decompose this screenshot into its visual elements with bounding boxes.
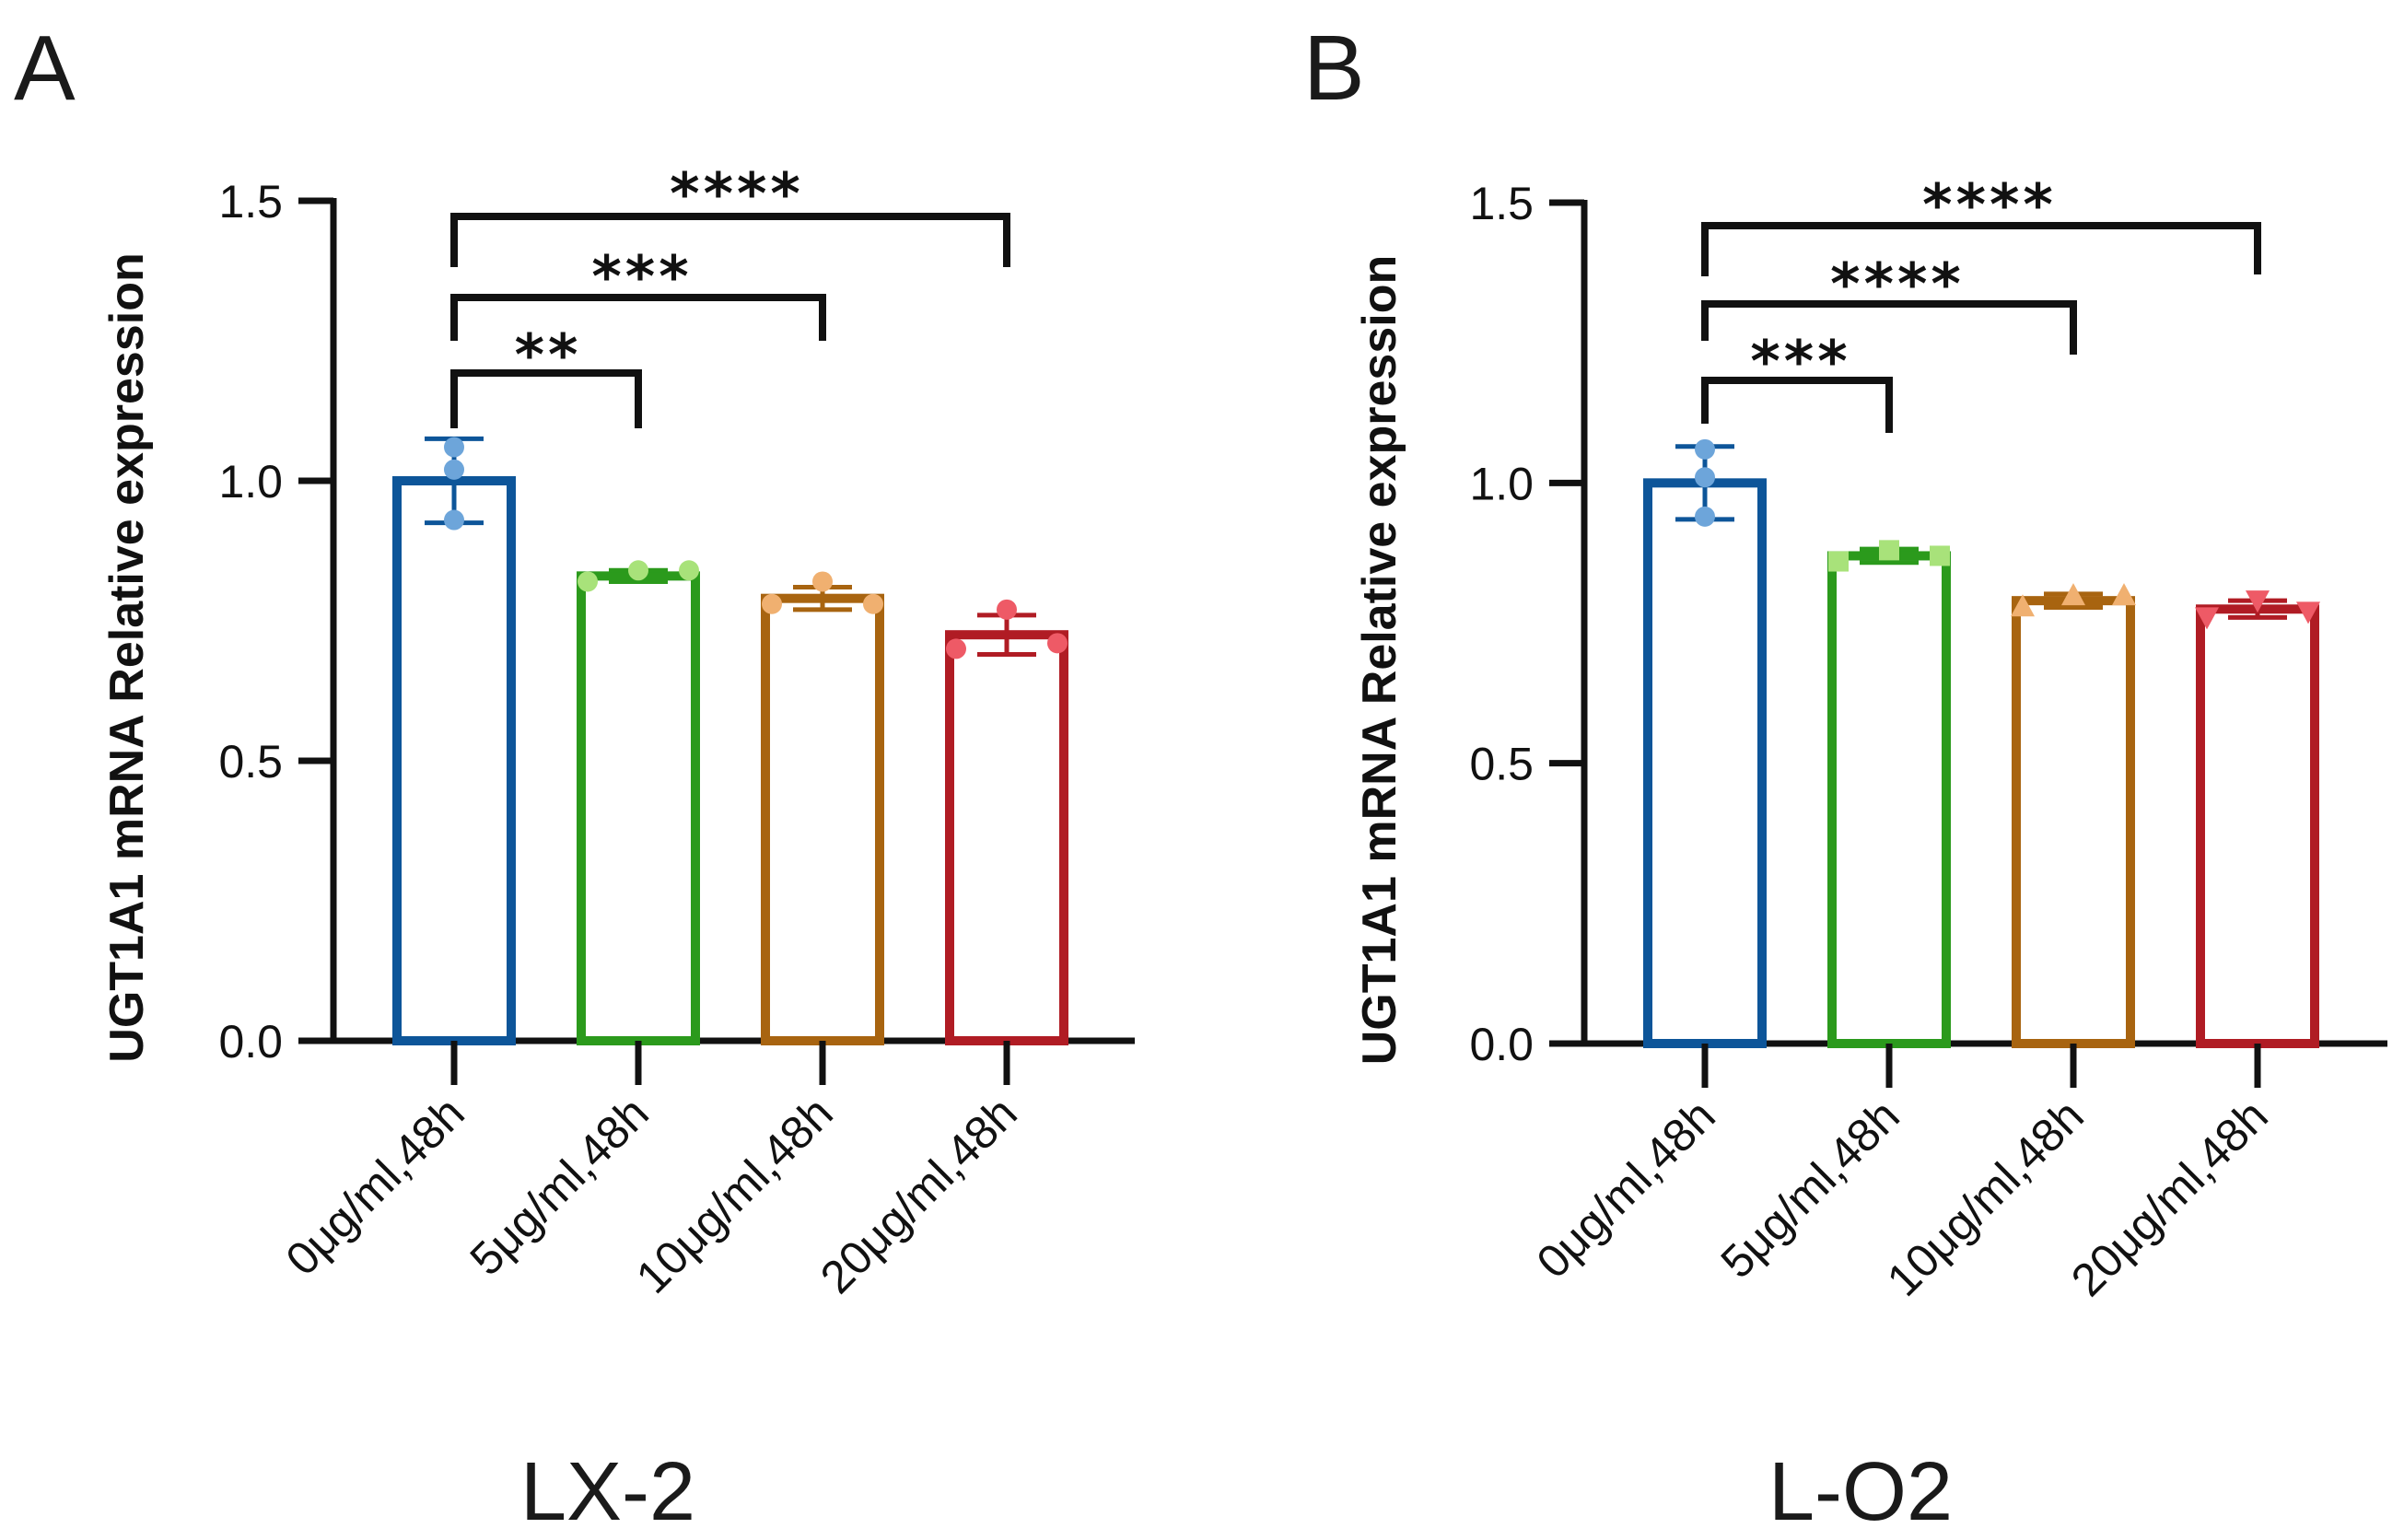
bar-2 [761,593,884,1045]
significance-bracket [1701,300,2077,355]
data-point [1047,633,1068,654]
data-point [1695,506,1715,527]
bar-0 [392,476,516,1045]
panel-a: A UGT1A1 mRNA Relative expression 0.0 0.5 1.… [14,17,1135,1538]
data-point [679,560,699,581]
y-tick-label: 1.5 [218,176,283,228]
significance-bracket [1701,377,1893,433]
cell-line-name: L-O2 [1768,1446,1953,1538]
x-tick-label: 5μg/ml,48h [461,1087,659,1285]
x-tick-label: 10μg/ml,48h [626,1087,843,1303]
significance-label: ** [515,321,582,389]
bar-3 [2196,604,2319,1048]
bar-0 [1643,478,1767,1048]
data-point [1930,545,1950,566]
data-point [628,560,648,581]
data-point [997,599,1017,620]
y-tick-label: 1.5 [1469,178,1534,229]
y-tick-label: 0.5 [218,736,283,788]
data-point [762,593,782,614]
x-tick-label: 10μg/ml,48h [1877,1090,2094,1306]
data-point [1695,438,1715,460]
significance-label: **** [1922,171,2057,239]
bar-2 [2012,596,2135,1048]
data-point [2296,601,2320,624]
data-point [2246,590,2270,613]
y-axis-label: UGT1A1 mRNA Relative expression [1353,255,1406,1065]
significance-label: **** [670,160,804,228]
significance-bracket [450,294,826,341]
x-tick-label: 20μg/ml,48h [811,1087,1027,1303]
panel-letter: A [14,17,76,120]
data-point [812,571,833,592]
data-point [578,571,598,592]
y-tick-label: 1.0 [218,456,283,508]
bar-3 [945,630,1068,1045]
data-point [2061,583,2085,606]
data-point [1828,551,1849,572]
significance-bracket [450,213,1010,267]
data-point [2112,583,2136,606]
y-tick-label: 0.5 [1469,739,1534,790]
bar-1 [577,571,700,1045]
significance-bracket [1701,222,2261,276]
bar-1 [1827,551,1951,1048]
data-point [946,638,966,659]
y-axis-label: UGT1A1 mRNA Relative expression [100,252,154,1062]
cell-line-name: LX-2 [520,1446,695,1538]
y-tick-label: 0.0 [218,1016,283,1068]
data-point [444,437,464,458]
data-point [2011,594,2035,617]
x-tick-label: 20μg/ml,48h [2061,1090,2278,1306]
data-point [1879,540,1899,561]
data-point [444,459,464,480]
significance-label: *** [591,243,692,310]
significance-label: **** [1830,251,1965,318]
y-tick-label: 1.0 [1469,458,1534,509]
data-point [444,509,464,531]
data-point [1695,467,1715,488]
x-tick-label: 5μg/ml,48h [1711,1090,1909,1288]
panel-letter: B [1303,17,1365,120]
x-tick-label: 0μg/ml,48h [276,1087,474,1285]
data-point [863,593,883,614]
panel-b: B UGT1A1 mRNA Relative expression 0.0 0.5 1.… [1303,17,2387,1538]
significance-bracket [450,369,642,428]
data-point [2195,607,2219,630]
y-tick-label: 0.0 [1469,1019,1534,1070]
significance-label: *** [1750,328,1850,395]
x-tick-label: 0μg/ml,48h [1527,1090,1725,1288]
